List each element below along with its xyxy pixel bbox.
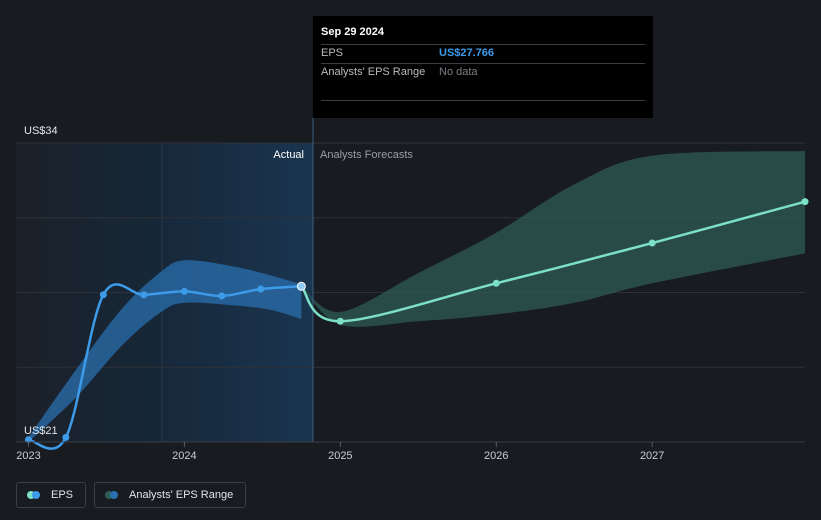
eps-point-forecast-2 (492, 279, 500, 287)
eps-range-band-actual (28, 260, 302, 442)
eps-point-actual-2 (99, 291, 107, 299)
x-tick-label-3: 2026 (484, 450, 508, 462)
x-axis: 2023 2024 2025 2026 2027 (16, 441, 805, 462)
eps-legend-icon (27, 491, 43, 499)
eps-line-actual (28, 283, 302, 450)
eps-point-actual-4 (180, 287, 188, 295)
legend-label-eps: EPS (51, 489, 74, 501)
tooltip-date: Sep 29 2024 (321, 26, 384, 38)
eps-line-forecast (300, 200, 806, 323)
eps-point-forecast-4 (801, 198, 809, 206)
forecasts-label: Analysts Forecasts (320, 149, 413, 161)
tooltip-range-key: Analysts' EPS Range (321, 66, 426, 78)
legend-item-eps[interactable]: EPS (16, 482, 87, 508)
x-tick-label-0: 2023 (16, 450, 40, 462)
eps-point-actual-0 (24, 436, 32, 444)
eps-point-actual-6 (257, 285, 265, 293)
eps-point-forecast-1 (336, 317, 344, 325)
legend: EPS Analysts' EPS Range (16, 482, 247, 508)
eps-range-band-forecast (301, 151, 805, 327)
tooltip-row-eps: EPS US$27.766 (321, 44, 645, 63)
y-tick-label-top: US$34 (24, 125, 58, 137)
range-legend-icon (105, 491, 121, 499)
eps-point-actual-1 (62, 433, 70, 441)
tooltip-row-range: Analysts' EPS Range No data (321, 63, 645, 101)
x-tick-label-2: 2025 (328, 450, 352, 462)
eps-lines (28, 200, 806, 450)
actual-label: Actual (273, 149, 304, 161)
x-tick-label-1: 2024 (172, 450, 196, 462)
legend-label-range: Analysts' EPS Range (129, 489, 234, 501)
y-tick-label-bottom: US$21 (24, 425, 58, 437)
tooltip-range-value: No data (439, 66, 478, 78)
tooltip-eps-key: EPS (321, 47, 344, 59)
eps-point-actual-7 (296, 281, 306, 291)
eps-point-actual-5 (218, 292, 226, 300)
eps-point-actual-3 (140, 291, 148, 299)
x-tick-label-4: 2027 (640, 450, 664, 462)
eps-points (24, 198, 809, 444)
eps-point-forecast-3 (648, 239, 656, 247)
legend-item-range[interactable]: Analysts' EPS Range (94, 482, 247, 508)
tooltip: Sep 29 2024 EPS US$27.766 Analysts' EPS … (313, 16, 653, 118)
eps-range-bands (28, 151, 805, 442)
tooltip-eps-value: US$27.766 (439, 47, 495, 59)
